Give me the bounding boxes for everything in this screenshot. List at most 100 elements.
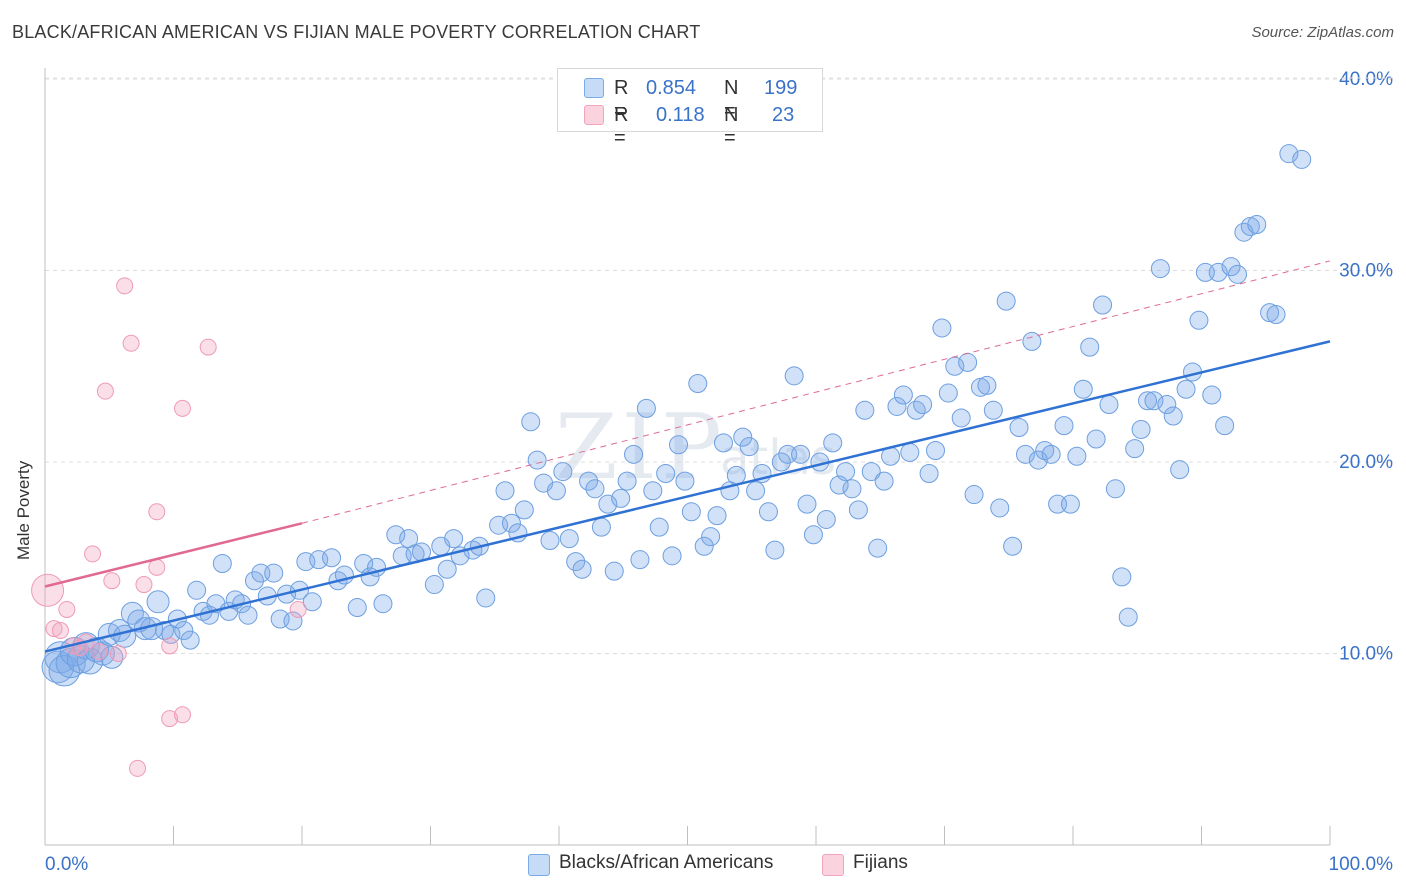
- y-tick-label: 30.0%: [1339, 261, 1393, 282]
- blacks-point: [1150, 259, 1170, 279]
- blacks-point: [527, 450, 547, 470]
- blacks-point: [1125, 439, 1145, 459]
- blacks-point: [598, 494, 618, 514]
- legend-r-value: 0.854: [646, 77, 697, 99]
- fijians-point: [199, 338, 217, 356]
- blacks-point: [791, 444, 811, 464]
- legend-n-value: 199: [764, 77, 798, 99]
- blacks-point: [1093, 295, 1113, 315]
- blacks-point: [1279, 144, 1299, 164]
- blacks-point: [546, 481, 566, 501]
- blacks-point: [900, 442, 920, 462]
- blacks-point: [1099, 395, 1119, 415]
- blacks-point: [604, 561, 624, 581]
- fijians-point: [289, 600, 307, 618]
- blacks-point: [669, 435, 689, 455]
- blacks-point: [386, 525, 406, 545]
- fijians-point: [161, 710, 179, 728]
- blacks-point: [1240, 216, 1260, 236]
- blacks-point: [1163, 406, 1183, 426]
- fijians-point: [103, 572, 121, 590]
- blacks-point: [1202, 385, 1222, 405]
- blacks-point: [373, 594, 393, 614]
- blacks-point: [694, 536, 714, 556]
- legend-label-blacks: Blacks/African Americans: [559, 852, 774, 873]
- legend-r-label: R =: [614, 104, 629, 149]
- fijians-point: [129, 759, 147, 777]
- blacks-point: [951, 408, 971, 428]
- blacks-point: [649, 517, 669, 537]
- blacks-point: [302, 592, 322, 612]
- fijians-point: [122, 334, 140, 352]
- chart-title: BLACK/AFRICAN AMERICAN VS FIJIAN MALE PO…: [12, 22, 701, 42]
- blacks-point: [1208, 262, 1228, 282]
- blacks-point: [624, 444, 644, 464]
- blacks-point: [1131, 419, 1151, 439]
- legend-swatch-fijians: [584, 105, 604, 125]
- blacks-point: [48, 655, 80, 687]
- fijians-point: [84, 545, 102, 563]
- blacks-point: [733, 427, 753, 447]
- legend-swatch-fijians: [822, 854, 844, 876]
- blacks-point: [1170, 460, 1190, 480]
- blacks-point: [585, 479, 605, 499]
- blacks-point: [120, 601, 144, 625]
- blacks-point: [174, 621, 194, 641]
- blacks-point: [643, 481, 663, 501]
- blacks-point: [1060, 494, 1080, 514]
- blacks-point: [579, 471, 599, 491]
- blacks-point: [874, 471, 894, 491]
- fijians-point: [135, 576, 153, 594]
- blacks-point: [187, 580, 207, 600]
- fijians-point: [31, 573, 65, 607]
- fijians-point: [116, 277, 134, 295]
- blacks-point: [681, 502, 701, 522]
- watermark-sub: atlas: [720, 430, 836, 486]
- blacks-point: [1215, 416, 1235, 436]
- blacks-point: [611, 488, 631, 508]
- legend-n-value: 23: [772, 104, 795, 126]
- y-tick-label: 40.0%: [1339, 69, 1393, 90]
- blacks-point: [913, 395, 933, 415]
- blacks-point: [566, 552, 586, 572]
- blacks-point: [1022, 331, 1042, 351]
- blacks-point: [707, 506, 727, 526]
- blacks-point: [758, 502, 778, 522]
- x-tick-label: 100.0%: [1329, 854, 1394, 875]
- blacks-point: [726, 465, 746, 485]
- legend-swatch-blacks: [528, 854, 550, 876]
- blacks-point: [347, 598, 367, 618]
- blacks-point: [521, 412, 541, 432]
- blacks-point: [1086, 429, 1106, 449]
- fijians-point: [45, 620, 63, 638]
- blacks-point: [1260, 303, 1280, 323]
- blacks-point: [244, 571, 264, 591]
- blacks-point: [630, 550, 650, 570]
- fijians-point: [148, 558, 166, 576]
- legend-n-label: N =: [724, 104, 739, 149]
- legend-label-fijians: Fijians: [853, 852, 908, 873]
- source-credit: Source: ZipAtlas.com: [1251, 24, 1394, 41]
- blacks-point: [932, 318, 952, 338]
- blacks-point: [970, 377, 990, 397]
- blacks-point: [559, 529, 579, 549]
- blacks-point: [1003, 536, 1023, 556]
- blacks-point: [868, 538, 888, 558]
- y-tick-label: 10.0%: [1339, 644, 1393, 665]
- trendline-blacks: [44, 340, 1331, 653]
- blacks-point: [1138, 391, 1158, 411]
- blacks-point: [893, 385, 913, 405]
- blacks-point: [1028, 450, 1048, 470]
- fijians-point: [90, 643, 108, 661]
- trendline-fijians-extension: [301, 260, 1331, 524]
- blacks-point: [322, 548, 342, 568]
- fijians-point: [96, 382, 114, 400]
- blacks-point: [1176, 379, 1196, 399]
- blacks-point: [283, 611, 303, 631]
- blacks-point: [1157, 395, 1177, 415]
- blacks-point: [803, 525, 823, 545]
- blacks-point: [816, 509, 836, 529]
- blacks-point: [675, 471, 695, 491]
- blacks-point: [688, 373, 708, 393]
